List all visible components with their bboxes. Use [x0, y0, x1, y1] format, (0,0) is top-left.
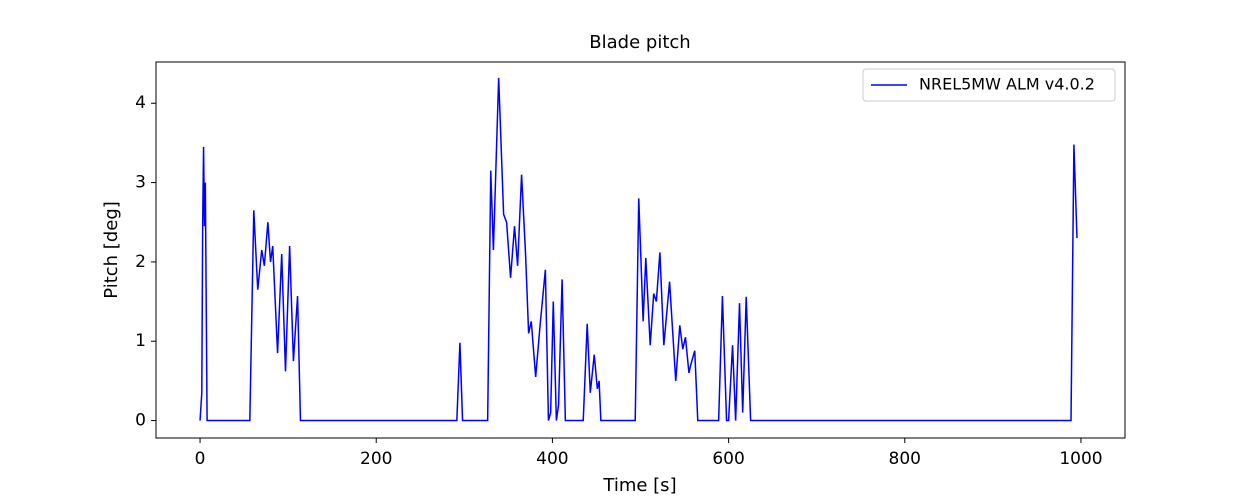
plot-frame — [155, 61, 1126, 439]
x-tick-label: 1000 — [1059, 449, 1102, 469]
x-tick-label: 400 — [536, 449, 568, 469]
y-axis-label: Pitch [deg] — [101, 201, 122, 299]
x-tick-label: 0 — [195, 449, 206, 469]
y-tick-label: 3 — [135, 173, 146, 193]
legend-label: NREL5MW ALM v4.0.2 — [919, 75, 1095, 94]
y-tick-label: 1 — [135, 331, 146, 351]
chart-title: Blade pitch — [589, 32, 690, 53]
x-tick-label: 200 — [360, 449, 392, 469]
x-tick-label: 800 — [889, 449, 921, 469]
x-axis-label: Time [s] — [602, 475, 676, 496]
y-tick-label: 4 — [135, 93, 146, 113]
x-tick-label: 600 — [712, 449, 744, 469]
y-tick-label: 0 — [135, 411, 146, 431]
y-tick-label: 2 — [135, 252, 146, 272]
data-line — [199, 77, 1078, 422]
legend-box — [862, 68, 1116, 102]
